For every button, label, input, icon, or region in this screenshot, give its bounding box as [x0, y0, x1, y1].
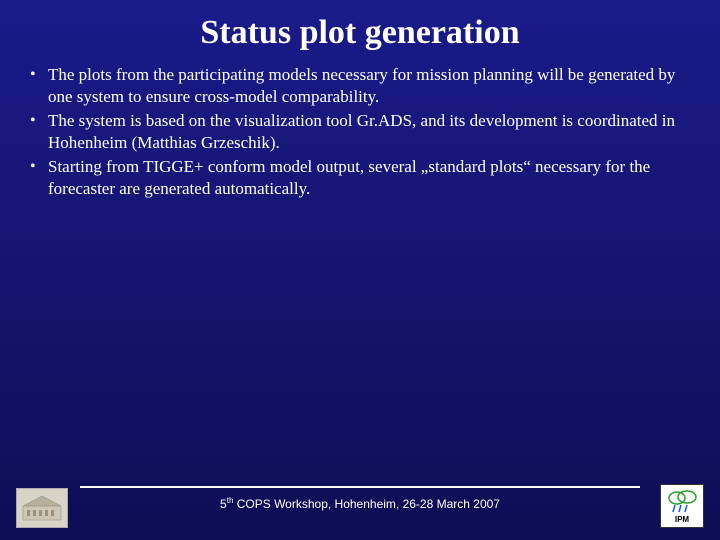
- bullet-text: The plots from the participating models …: [48, 64, 690, 108]
- bullet-icon: •: [30, 64, 48, 86]
- bullet-list: • The plots from the participating model…: [0, 64, 720, 200]
- bullet-text: Starting from TIGGE+ conform model outpu…: [48, 156, 690, 200]
- footer-ordinal: 5: [220, 497, 227, 511]
- bullet-text: The system is based on the visualization…: [48, 110, 690, 154]
- list-item: • Starting from TIGGE+ conform model out…: [30, 156, 690, 200]
- list-item: • The system is based on the visualizati…: [30, 110, 690, 154]
- slide-title: Status plot generation: [0, 0, 720, 64]
- slide: Status plot generation • The plots from …: [0, 0, 720, 540]
- slide-footer: IPM 5th COPS Workshop, Hohenheim, 26-28 …: [0, 468, 720, 528]
- bullet-icon: •: [30, 110, 48, 132]
- footer-divider: [80, 486, 640, 488]
- list-item: • The plots from the participating model…: [30, 64, 690, 108]
- bullet-icon: •: [30, 156, 48, 178]
- footer-text: 5th COPS Workshop, Hohenheim, 26-28 Marc…: [0, 496, 720, 511]
- footer-rest: COPS Workshop, Hohenheim, 26-28 March 20…: [233, 497, 500, 511]
- logo-right-label: IPM: [675, 515, 689, 524]
